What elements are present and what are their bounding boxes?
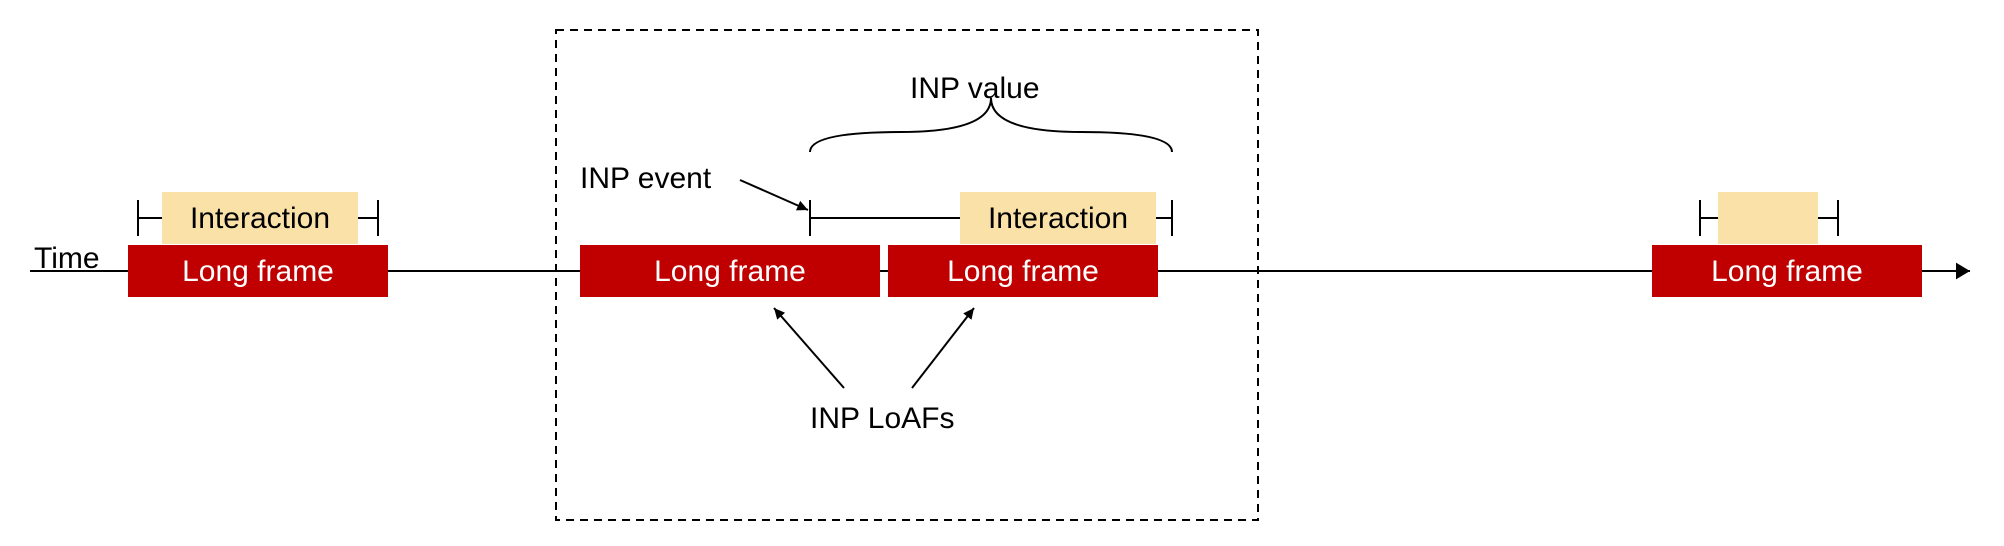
inp-value-brace (810, 98, 1172, 152)
long-frame-label: Long frame (182, 255, 334, 288)
inp-loafs-label: INP LoAFs (810, 402, 955, 435)
inp-event-label: INP event (580, 162, 712, 195)
inp-loafs-arrow-0 (774, 308, 844, 388)
long-frame-label: Long frame (947, 255, 1099, 288)
long-frame-label: Long frame (1711, 255, 1863, 288)
long-frame-label: Long frame (654, 255, 806, 288)
interaction-2 (1718, 192, 1818, 244)
inp-event-arrow (740, 180, 808, 210)
interaction-label: Interaction (190, 202, 330, 235)
interaction-label: Interaction (988, 202, 1128, 235)
time-axis-label: Time (34, 242, 100, 275)
inp-value-label: INP value (910, 72, 1040, 105)
inp-loafs-arrow-1 (912, 308, 974, 388)
